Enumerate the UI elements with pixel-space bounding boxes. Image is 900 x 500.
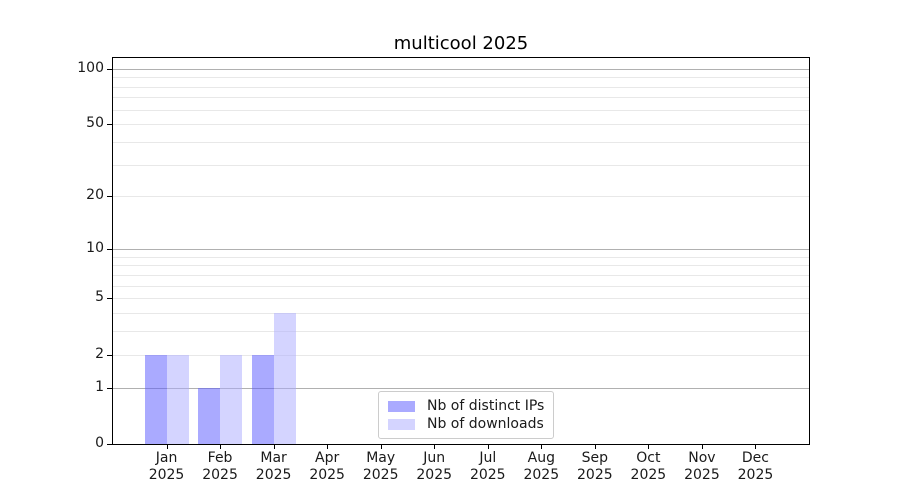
legend-swatch <box>388 418 415 430</box>
x-tick-mark <box>701 445 703 449</box>
y-major-gridline <box>113 68 809 70</box>
plot-area: Nb of distinct IPs Nb of downloads <box>112 57 810 445</box>
bar-downloads <box>220 354 243 444</box>
legend-swatch <box>388 400 415 412</box>
y-tick-label: 0 <box>95 435 104 451</box>
legend: Nb of distinct IPs Nb of downloads <box>378 391 555 439</box>
legend-row: Nb of downloads <box>388 415 544 433</box>
x-tick-mark <box>541 445 543 449</box>
y-minor-gridline <box>113 331 809 333</box>
legend-label: Nb of distinct IPs <box>427 398 545 414</box>
y-tick-label: 10 <box>86 239 104 256</box>
x-tick-mark <box>220 445 222 449</box>
x-tick-mark <box>273 445 275 449</box>
y-tick-mark <box>107 248 112 250</box>
y-minor-gridline <box>113 141 809 143</box>
bar-distinct-ips <box>251 354 274 444</box>
y-tick-mark <box>107 68 112 70</box>
x-tick-mark <box>755 445 757 449</box>
y-minor-gridline <box>113 274 809 276</box>
y-minor-gridline <box>113 86 809 88</box>
x-tick-label: Dec 2025 <box>737 450 774 483</box>
x-tick-mark <box>166 445 168 449</box>
y-tick-mark <box>107 387 112 389</box>
bar-distinct-ips <box>198 387 221 444</box>
y-tick-mark <box>107 196 112 198</box>
y-tick-label: 5 <box>95 289 104 306</box>
y-minor-gridline <box>113 196 809 198</box>
y-minor-gridline <box>113 97 809 99</box>
x-tick-label: Mar 2025 <box>255 450 292 483</box>
x-tick-label: Nov 2025 <box>684 450 720 483</box>
y-tick-label: 100 <box>77 59 104 76</box>
x-tick-mark <box>434 445 436 449</box>
y-minor-gridline <box>113 164 809 166</box>
y-minor-gridline <box>113 265 809 267</box>
x-tick-mark <box>487 445 489 449</box>
x-tick-label: Sep 2025 <box>577 450 613 483</box>
y-minor-gridline <box>113 124 809 126</box>
chart-title: multicool 2025 <box>393 33 529 54</box>
x-tick-label: Apr 2025 <box>309 450 345 483</box>
bar-downloads <box>273 313 296 444</box>
x-tick-mark <box>327 445 329 449</box>
y-major-gridline <box>113 387 809 389</box>
y-tick-mark <box>107 444 112 445</box>
y-tick-mark <box>107 124 112 126</box>
bar-downloads <box>166 354 189 444</box>
x-tick-label: Jul 2025 <box>469 450 506 483</box>
y-tick-label: 2 <box>95 345 104 362</box>
x-tick-label: Jan 2025 <box>148 450 185 483</box>
x-tick-mark <box>594 445 596 449</box>
y-minor-gridline <box>113 77 809 79</box>
y-minor-gridline <box>113 256 809 258</box>
y-major-gridline <box>113 248 809 250</box>
y-tick-mark <box>107 354 112 356</box>
x-tick-label: May 2025 <box>362 450 399 483</box>
legend-row: Nb of distinct IPs <box>388 397 544 415</box>
y-minor-gridline <box>113 109 809 111</box>
y-minor-gridline <box>113 354 809 356</box>
y-minor-gridline <box>113 298 809 300</box>
y-tick-label: 50 <box>86 115 104 132</box>
legend-label: Nb of downloads <box>427 416 544 432</box>
x-tick-mark <box>380 445 382 449</box>
bar-distinct-ips <box>144 354 167 444</box>
y-minor-gridline <box>113 285 809 287</box>
x-tick-label: Jun 2025 <box>416 450 453 483</box>
y-minor-gridline <box>113 313 809 315</box>
y-tick-label: 1 <box>95 378 104 395</box>
y-tick-mark <box>107 298 112 300</box>
x-tick-mark <box>648 445 650 449</box>
x-tick-label: Aug 2025 <box>523 450 560 483</box>
x-tick-label: Oct 2025 <box>630 450 667 483</box>
x-tick-label: Feb 2025 <box>202 450 238 483</box>
y-tick-label: 20 <box>86 187 104 204</box>
